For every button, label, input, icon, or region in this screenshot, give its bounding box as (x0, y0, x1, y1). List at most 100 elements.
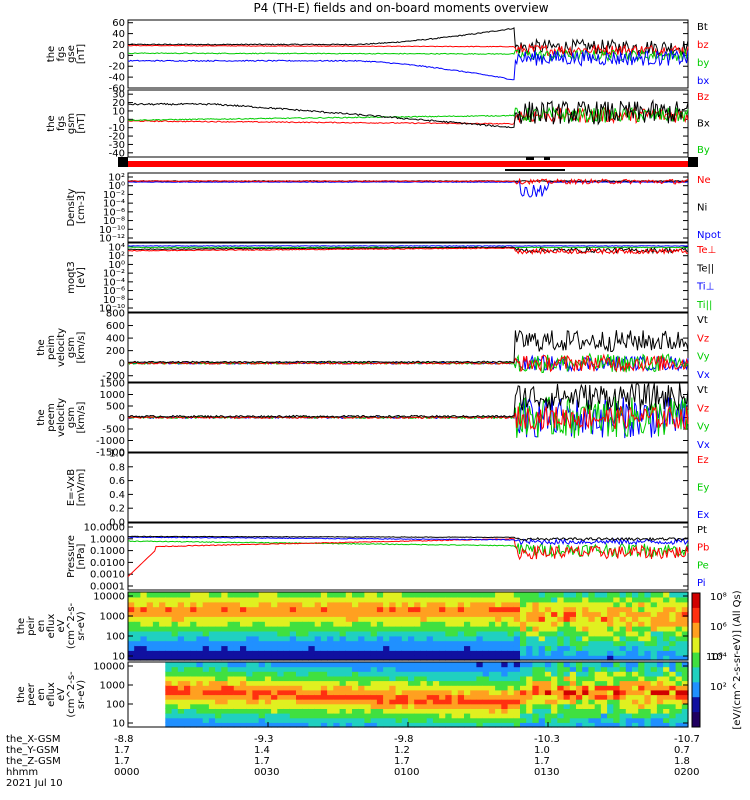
peir_spec-cell (532, 621, 540, 627)
peer_spec-cell (644, 694, 652, 700)
peer_spec-cell (594, 675, 602, 682)
peir_spec-cell (289, 592, 297, 598)
peer_spec-cell (177, 662, 185, 668)
peer_spec-cell (376, 671, 384, 677)
pressure-ytick-label: 0.0100 (90, 558, 125, 569)
peir_spec-cell (128, 596, 135, 603)
peer_spec-cell (588, 680, 596, 686)
peir_spec-cell (401, 645, 409, 651)
peir_spec-cell (333, 606, 341, 613)
fgs_gsm-ylabel: fgs (56, 46, 67, 61)
peer_spec-cell (152, 713, 160, 719)
peir_spec-cell (613, 606, 621, 613)
peer_spec-cell (625, 680, 633, 686)
peim_vel-ylabel: [km/s] (76, 331, 87, 363)
peir_spec-cell (184, 655, 191, 661)
peir_spec-cell (196, 596, 204, 603)
peir_spec-cell (488, 596, 496, 603)
peer_spec-cell (638, 717, 645, 723)
peir_spec-cell (283, 655, 291, 661)
peer_spec-cell (227, 722, 235, 728)
peer_spec-cell (165, 689, 173, 696)
peir_spec-cell (650, 655, 658, 661)
peir_spec-cell (681, 645, 689, 651)
peir_spec-cell (289, 621, 297, 627)
x-row-value: 1.7 (394, 756, 410, 767)
peer_spec-cell (134, 703, 141, 709)
peer_spec-cell (451, 662, 459, 668)
peer_spec-cell (146, 699, 154, 705)
peer_spec-cell (476, 713, 484, 719)
peir_spec-cell (488, 626, 496, 632)
peir_spec-cell (600, 650, 608, 656)
peer_spec-cell (650, 662, 658, 668)
peir_spec-cell (171, 606, 179, 613)
peer_spec-cell (420, 680, 428, 686)
colorbar-tick: 10⁶ (710, 622, 727, 633)
peir_spec-cell (190, 601, 197, 608)
peer_spec-cell (588, 699, 596, 705)
peir_spec-cell (128, 611, 135, 617)
peer_spec-cell (177, 675, 185, 682)
peer_spec-cell (165, 708, 173, 714)
peir_spec-cell (569, 592, 577, 598)
peir_spec-cell (383, 606, 390, 613)
peir_spec-cell (569, 601, 577, 608)
peir_spec-cell (271, 630, 278, 637)
peer_spec-cell (495, 671, 502, 677)
peir_spec-cell (513, 626, 521, 632)
peir_spec-cell (445, 640, 453, 647)
peer_spec-cell (451, 708, 459, 714)
peer_spec-cell (526, 694, 533, 700)
peir_spec-cell (208, 611, 216, 617)
peir_spec-cell (588, 616, 596, 622)
peer_spec-cell (289, 685, 297, 691)
peer_spec-cell (364, 671, 372, 677)
peir_spec-cell (563, 621, 571, 627)
peir_spec-cell (128, 645, 135, 651)
peer_spec-cell (389, 671, 397, 677)
peir_spec-cell (426, 626, 434, 632)
peir_spec-cell (607, 621, 614, 627)
peer_spec-cell (352, 699, 359, 705)
peir_spec-cell (358, 630, 365, 637)
peir_spec-cell (376, 640, 384, 647)
peir_spec-cell (345, 626, 353, 632)
peir_spec-cell (669, 640, 677, 647)
peer_spec-cell (576, 662, 583, 668)
peir_spec-cell (420, 626, 428, 632)
peer_spec-cell (345, 675, 353, 682)
peir_spec-cell (607, 640, 614, 647)
peer_spec-cell (675, 662, 683, 668)
peir_spec-cell (339, 596, 347, 603)
peer_spec-cell (557, 689, 565, 696)
peir_spec-cell (551, 630, 558, 637)
peer_spec-cell (656, 671, 664, 677)
peir_spec-cell (632, 611, 639, 617)
peir_spec-cell (370, 650, 378, 656)
peir_spec-cell (495, 640, 502, 647)
peer_spec-cell (613, 722, 621, 728)
peir_spec-cell (420, 616, 428, 622)
peir_spec-cell (258, 655, 266, 661)
peir_spec-cell (289, 630, 297, 637)
peir_spec-cell (227, 635, 235, 642)
peir_spec-cell (383, 626, 390, 632)
peir_spec-cell (202, 630, 210, 637)
peer_spec-cell (370, 675, 378, 682)
peer_spec-cell (327, 685, 334, 691)
peer_spec-cell (345, 713, 353, 719)
peir_spec-cell (271, 655, 278, 661)
peer_spec-cell (196, 680, 204, 686)
peer_spec-cell (389, 662, 397, 668)
peir_spec-cell (345, 621, 353, 627)
peer_spec-cell (457, 671, 465, 677)
peir_spec-cell (582, 630, 589, 637)
peer_spec-cell (420, 662, 428, 668)
peer_spec-cell (426, 671, 434, 677)
peer_spec-cell (644, 666, 652, 672)
peir_spec-cell (252, 640, 260, 647)
peer_spec-cell (233, 685, 241, 691)
peir_spec-cell (569, 621, 577, 627)
